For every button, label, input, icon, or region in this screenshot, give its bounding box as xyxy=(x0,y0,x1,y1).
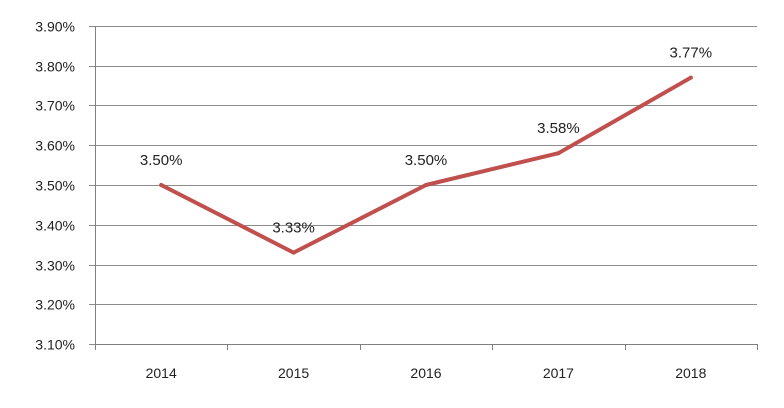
x-tick-label: 2015 xyxy=(278,365,309,381)
data-label: 3.33% xyxy=(272,220,315,237)
data-label: 3.77% xyxy=(670,45,713,62)
data-point xyxy=(556,151,561,156)
data-label: 3.50% xyxy=(405,152,448,169)
data-point xyxy=(159,183,164,187)
x-tick-label: 2017 xyxy=(543,365,574,381)
x-axis-tick-labels: 2014 2015 2016 2017 2018 xyxy=(146,365,707,381)
y-tick-label: 3.80% xyxy=(35,59,75,75)
data-point xyxy=(291,250,296,255)
y-tick-label: 3.90% xyxy=(35,19,75,35)
y-tick-label: 3.20% xyxy=(35,297,75,313)
data-labels: 3.50% 3.33% 3.50% 3.58% 3.77% xyxy=(140,45,712,237)
data-label: 3.50% xyxy=(140,152,183,169)
x-tick-label: 2018 xyxy=(675,365,706,381)
x-tick-label: 2014 xyxy=(146,365,177,381)
data-label: 3.58% xyxy=(537,120,580,137)
axes xyxy=(95,26,758,350)
data-point xyxy=(424,183,428,187)
y-tick-label: 3.70% xyxy=(35,98,75,114)
y-tick-label: 3.10% xyxy=(35,337,75,353)
y-axis-tick-labels: 3.10% 3.20% 3.30% 3.40% 3.50% 3.60% 3.70% 3.80%… xyxy=(35,19,75,353)
y-tick-label: 3.60% xyxy=(35,138,75,154)
series-lines xyxy=(159,75,693,255)
y-tick-label: 3.50% xyxy=(35,178,75,194)
y-tick-label: 3.30% xyxy=(35,258,75,274)
x-tick-label: 2016 xyxy=(410,365,441,381)
y-tick-label: 3.40% xyxy=(35,218,75,234)
data-point xyxy=(688,75,693,80)
